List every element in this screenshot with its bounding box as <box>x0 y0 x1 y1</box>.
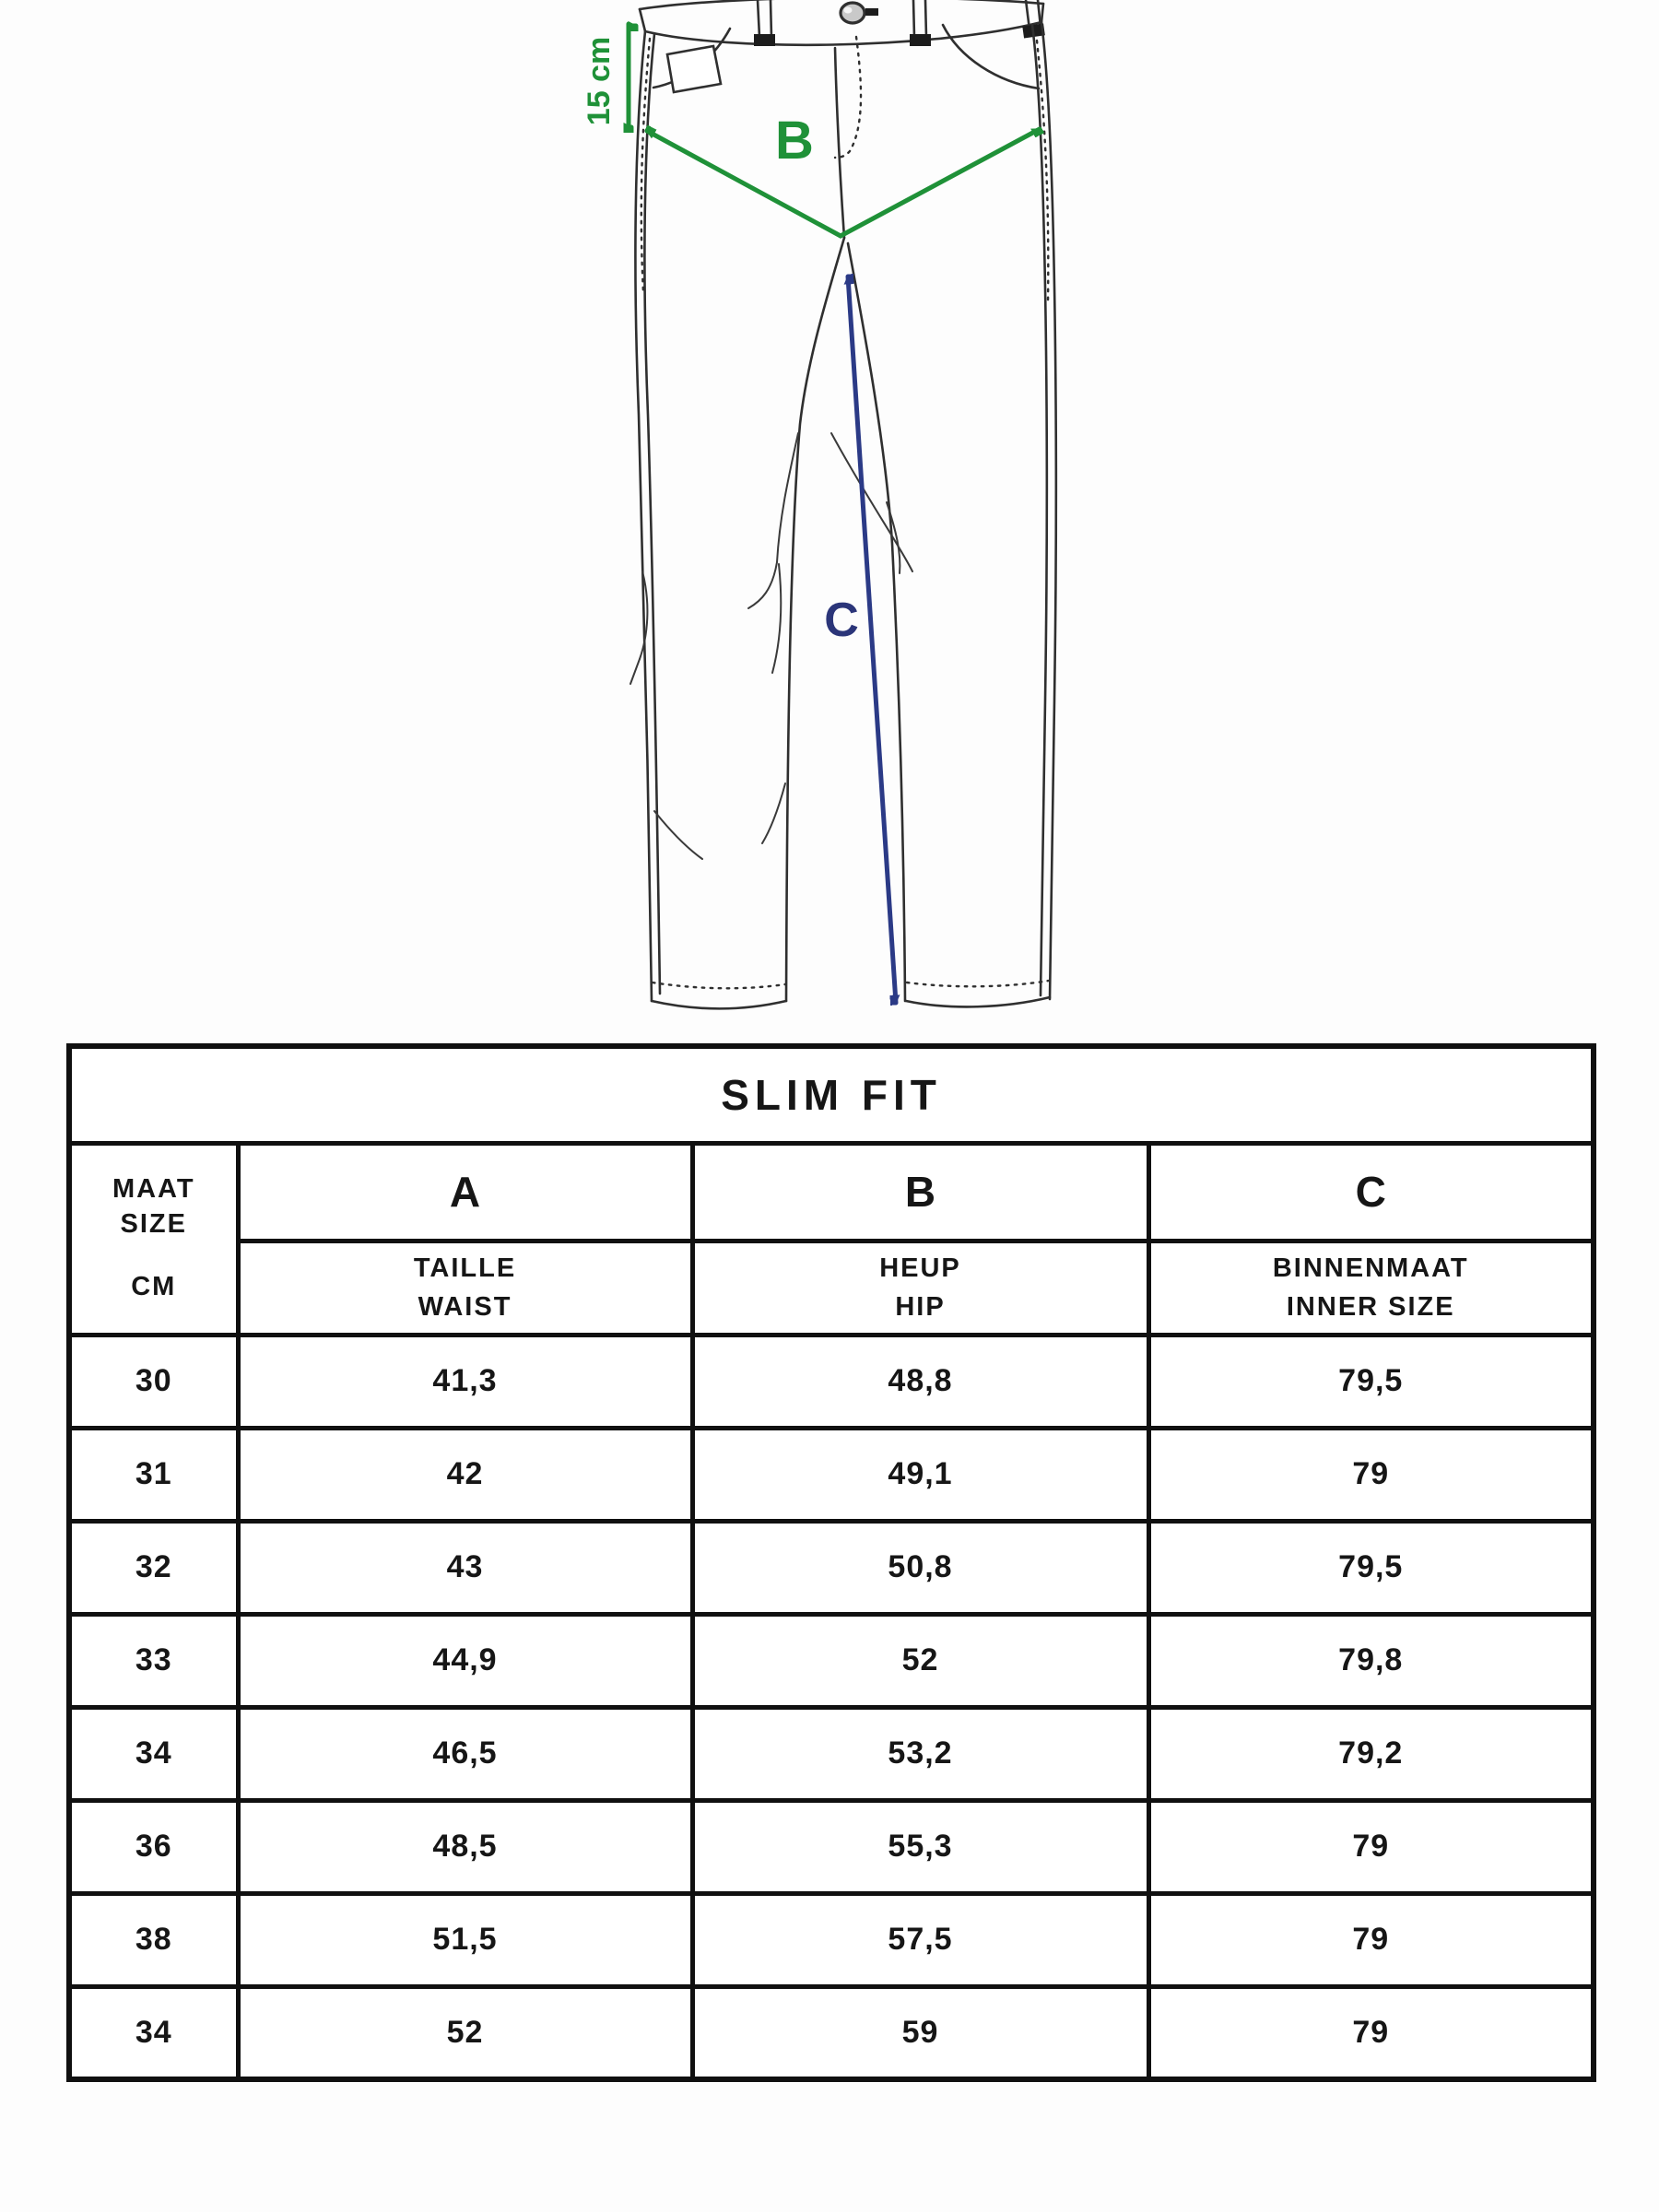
hip-measure-label: B <box>775 111 814 171</box>
right-hem <box>904 979 1052 1008</box>
cell-inner: 79 <box>1146 1425 1596 1524</box>
cell-size: 32 <box>66 1518 241 1617</box>
cell-hip: 53,2 <box>689 1704 1151 1803</box>
table-row: 34 52 59 79 <box>66 1983 1596 2082</box>
size-unit: CM <box>131 1271 177 1301</box>
left-inseam <box>784 236 846 1003</box>
hip-measure-arrow: B <box>647 111 1040 239</box>
size-header-en: SIZE <box>120 1209 187 1240</box>
cell-inner: 79 <box>1146 1797 1596 1896</box>
cell-hip: 48,8 <box>689 1332 1151 1430</box>
waistband <box>638 0 1045 47</box>
size-header-nl: MAAT <box>112 1174 195 1205</box>
column-label-waist: TAILLE WAIST <box>235 1238 695 1337</box>
column-letter-a: A <box>235 1140 695 1243</box>
column-letter-b: B <box>689 1140 1151 1243</box>
cell-size: 36 <box>66 1797 241 1896</box>
size-unit-header: MAAT SIZE CM <box>66 1140 241 1337</box>
cell-waist: 43 <box>235 1518 695 1617</box>
waist-button <box>839 1 878 25</box>
cell-size: 38 <box>66 1890 241 1989</box>
cell-hip: 59 <box>689 1983 1151 2082</box>
pants-sketch: 15 cm B C <box>582 0 1058 1010</box>
cell-waist: 48,5 <box>235 1797 695 1896</box>
cell-waist: 42 <box>235 1425 695 1524</box>
belt-loops <box>754 0 1045 46</box>
center-front-seam <box>833 46 846 240</box>
inner-leg-measure-label: C <box>824 594 859 647</box>
coin-pocket <box>665 44 723 94</box>
cell-inner: 79 <box>1146 1890 1596 1989</box>
cell-waist: 44,9 <box>235 1611 695 1710</box>
cell-inner: 79,5 <box>1146 1518 1596 1617</box>
table-title: SLIM FIT <box>66 1043 1596 1146</box>
cell-inner: 79,5 <box>1146 1332 1596 1430</box>
cell-waist: 52 <box>235 1983 695 2082</box>
cell-size: 30 <box>66 1332 241 1430</box>
waist-offset-label: 15 cm <box>582 37 617 125</box>
inner-leg-measure-arrow: C <box>824 276 896 1003</box>
cell-inner: 79,8 <box>1146 1611 1596 1710</box>
cell-hip: 49,1 <box>689 1425 1151 1524</box>
column-label-inner-size: BINNENMAAT INNER SIZE <box>1146 1238 1596 1337</box>
fly-stitch <box>833 35 863 159</box>
cell-hip: 52 <box>689 1611 1151 1710</box>
cell-size: 34 <box>66 1704 241 1803</box>
waist-offset-measure: 15 cm <box>582 24 639 128</box>
cell-inner: 79 <box>1146 1983 1596 2082</box>
size-table: SLIM FIT MAAT SIZE CM A B C TAILLE WAIST… <box>66 1043 1597 2082</box>
column-label-hip: HEUP HIP <box>689 1238 1151 1337</box>
cell-size: 31 <box>66 1425 241 1524</box>
cell-hip: 55,3 <box>689 1797 1151 1896</box>
cell-waist: 41,3 <box>235 1332 695 1430</box>
left-hem <box>650 981 788 1010</box>
cell-inner: 79,2 <box>1146 1704 1596 1803</box>
left-side-seam <box>634 29 662 1003</box>
table-row: 33 44,9 52 79,8 <box>66 1611 1596 1710</box>
cell-size: 34 <box>66 1983 241 2082</box>
right-side-seam <box>1030 20 1058 1001</box>
table-row: 30 41,3 48,8 79,5 <box>66 1332 1596 1430</box>
table-row: 32 43 50,8 79,5 <box>66 1518 1596 1617</box>
right-pocket-curve <box>941 23 1041 90</box>
cell-size: 33 <box>66 1611 241 1710</box>
table-row: 31 42 49,1 79 <box>66 1425 1596 1524</box>
table-row: 38 51,5 57,5 79 <box>66 1890 1596 1989</box>
cell-hip: 50,8 <box>689 1518 1151 1617</box>
cell-waist: 51,5 <box>235 1890 695 1989</box>
table-row: 34 46,5 53,2 79,2 <box>66 1704 1596 1803</box>
table-row: 36 48,5 55,3 79 <box>66 1797 1596 1896</box>
column-letter-c: C <box>1146 1140 1596 1243</box>
cell-hip: 57,5 <box>689 1890 1151 1989</box>
cell-waist: 46,5 <box>235 1704 695 1803</box>
